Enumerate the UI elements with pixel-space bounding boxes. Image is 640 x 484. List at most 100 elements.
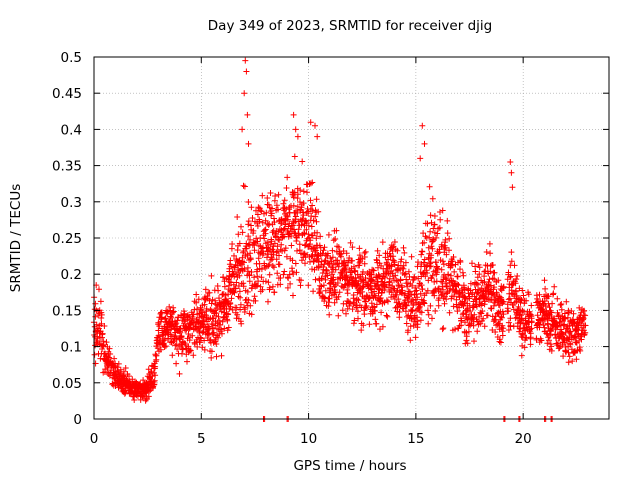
data-point (520, 292, 527, 299)
data-point (162, 343, 169, 350)
data-point (315, 208, 322, 215)
data-point (291, 189, 298, 196)
data-point (492, 329, 499, 335)
data-point (388, 263, 395, 270)
data-point (391, 239, 398, 245)
data-point (146, 388, 153, 395)
data-point (233, 304, 240, 311)
chart-title: Day 349 of 2023, SRMTID for receiver dji… (208, 18, 492, 34)
data-point (525, 291, 532, 298)
data-point (443, 296, 450, 303)
data-point (289, 257, 296, 264)
data-point (389, 244, 395, 251)
data-point (320, 247, 327, 254)
data-point (496, 336, 503, 343)
data-point (505, 269, 512, 276)
data-point (391, 261, 398, 268)
data-point (554, 295, 561, 302)
data-point (325, 303, 332, 310)
data-point (505, 319, 512, 326)
data-point (339, 307, 346, 314)
data-point (307, 119, 314, 126)
data-point (347, 300, 354, 307)
data-point (414, 294, 421, 301)
data-point (565, 359, 572, 366)
data-point (545, 293, 552, 300)
data-point (378, 290, 385, 296)
data-point (277, 281, 284, 288)
data-point (538, 337, 545, 344)
data-point (300, 212, 307, 219)
data-point (284, 216, 291, 223)
data-point (195, 296, 202, 303)
x-axis-label: GPS time / hours (293, 458, 406, 474)
data-point (248, 311, 255, 318)
data-point (431, 221, 438, 228)
data-point (321, 261, 328, 268)
data-point (370, 277, 376, 283)
data-point (139, 393, 146, 400)
data-point (383, 259, 390, 266)
data-point (550, 290, 557, 297)
data-point (443, 251, 450, 258)
data-point (542, 285, 549, 292)
data-point (581, 331, 588, 338)
data-point (276, 252, 282, 259)
data-point (145, 393, 152, 400)
data-point (443, 276, 450, 283)
data-point (354, 281, 361, 288)
data-point (245, 221, 252, 228)
data-point (528, 325, 535, 332)
data-point (107, 351, 114, 357)
data-point (269, 205, 275, 212)
data-point (312, 276, 319, 283)
x-tick-label: 10 (300, 431, 317, 447)
data-point (527, 341, 534, 348)
x-tick-label: 0 (90, 431, 99, 447)
data-points (90, 57, 589, 422)
data-point (320, 282, 327, 289)
data-point (237, 301, 244, 308)
data-point (246, 278, 253, 285)
data-point (155, 327, 162, 334)
data-point (335, 244, 342, 251)
data-point (98, 315, 105, 321)
data-point (404, 283, 411, 290)
data-point (419, 248, 426, 255)
data-point (461, 299, 468, 306)
data-point (97, 298, 104, 305)
data-point (280, 271, 287, 278)
data-point (140, 377, 147, 384)
data-point (236, 240, 243, 247)
data-point (309, 202, 316, 209)
data-point (174, 346, 181, 353)
data-point (415, 275, 422, 282)
data-point (240, 182, 247, 189)
data-point (373, 301, 380, 308)
data-point (528, 319, 535, 326)
data-point (473, 296, 480, 303)
data-point (490, 302, 497, 309)
data-point (361, 260, 368, 267)
data-point (484, 312, 491, 319)
data-point (247, 256, 254, 263)
y-tick-label: 0.3 (61, 195, 82, 211)
data-point (240, 283, 247, 290)
data-point (518, 296, 525, 303)
data-point (288, 242, 295, 249)
data-point (313, 196, 320, 203)
data-point (474, 274, 481, 281)
data-point (517, 325, 524, 332)
data-point (228, 295, 235, 302)
data-point (435, 302, 442, 309)
data-point (219, 330, 225, 337)
data-point (491, 269, 498, 276)
data-point (314, 255, 321, 262)
data-point (218, 326, 225, 333)
data-point (293, 269, 300, 276)
data-point (480, 315, 487, 322)
data-point (429, 315, 435, 322)
data-point (245, 199, 252, 205)
data-point (330, 237, 337, 244)
data-point (470, 322, 477, 329)
